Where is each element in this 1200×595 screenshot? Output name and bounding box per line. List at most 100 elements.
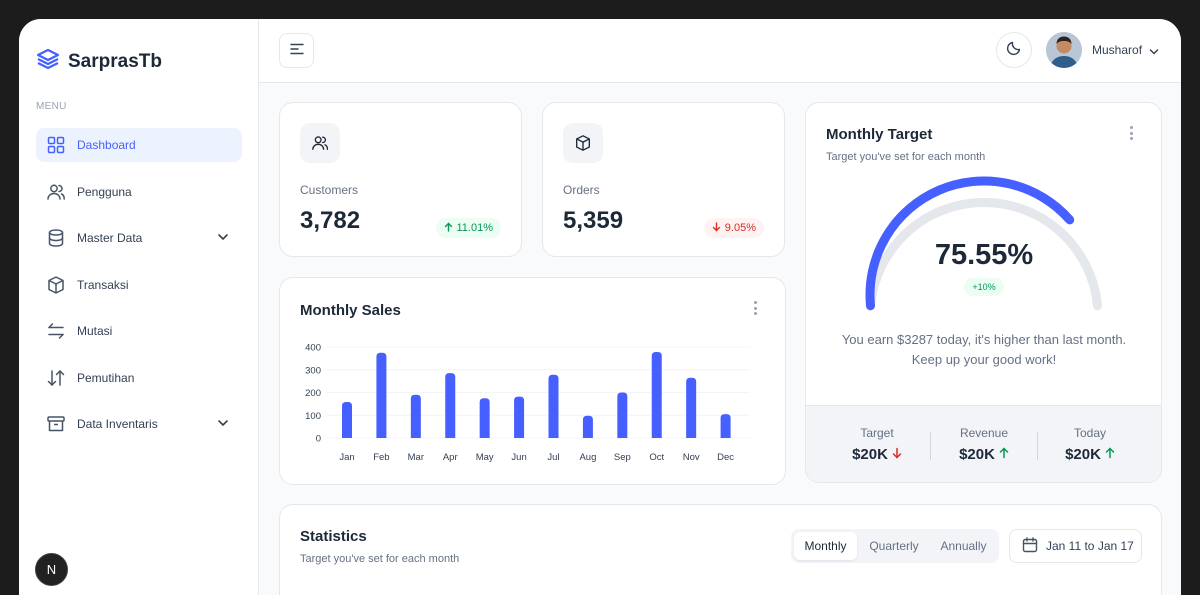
date-range-label: Jan 11 to Jan 17 — [1046, 539, 1134, 553]
sidebar-item-label: Pengguna — [77, 184, 132, 199]
sidebar-item-dashboard[interactable]: Dashboard — [36, 128, 242, 162]
summary-value: $20K — [827, 446, 927, 463]
bar[interactable] — [582, 415, 593, 438]
sidebar: SarprasTb MENU Dashboard Pengguna Master — [19, 19, 259, 595]
orders-label: Orders — [563, 183, 600, 197]
x-tick-label: Jan — [339, 452, 354, 463]
customers-change-badge: 11.01% — [435, 218, 501, 238]
summary-value-text: $20K — [1065, 446, 1101, 463]
arrow-down-icon — [892, 446, 902, 463]
brand-logo[interactable]: SarprasTb — [36, 47, 162, 76]
target-gauge — [865, 176, 1102, 311]
orders-change: 9.05% — [724, 222, 756, 234]
bar[interactable] — [720, 414, 731, 438]
x-tick-label: Sep — [614, 452, 631, 463]
sort-icon — [46, 368, 66, 388]
arrow-down-icon — [712, 221, 721, 235]
bar[interactable] — [617, 392, 628, 439]
bar[interactable] — [548, 374, 559, 438]
tab-annually[interactable]: Annually — [940, 539, 987, 553]
box-icon — [563, 123, 603, 163]
customers-change: 11.01% — [456, 222, 494, 234]
box-icon — [46, 275, 66, 295]
tab-quarterly[interactable]: Quarterly — [869, 539, 919, 553]
y-tick-label: 400 — [305, 343, 321, 354]
bar[interactable] — [479, 398, 490, 438]
target-message-line-1: You earn $3287 today, it's higher than l… — [841, 332, 1127, 347]
bar[interactable] — [651, 352, 662, 438]
x-tick-label: Apr — [443, 452, 458, 463]
theme-toggle-button[interactable] — [996, 32, 1032, 68]
orders-card: Orders 5,359 9.05% — [542, 102, 785, 257]
bar[interactable] — [686, 377, 697, 438]
sidebar-item-label: Pemutihan — [77, 370, 135, 385]
orders-value: 5,359 — [563, 207, 624, 234]
customers-value: 3,782 — [300, 207, 361, 234]
moon-icon — [1006, 40, 1022, 61]
x-tick-label: Oct — [649, 452, 664, 463]
bar[interactable] — [445, 373, 456, 438]
x-tick-label: May — [476, 452, 494, 463]
monthly-sales-card: Monthly Sales 0 100 200 300 400 Jan Feb Mar Apr M… — [279, 277, 786, 485]
summary-label: Today — [1073, 426, 1107, 440]
users-icon — [46, 182, 66, 202]
x-tick-label: Jun — [511, 452, 526, 463]
sidebar-item-pengguna[interactable]: Pengguna — [36, 175, 242, 209]
arrow-up-icon — [444, 222, 453, 235]
more-options-icon[interactable] — [754, 301, 758, 318]
y-tick-label: 300 — [305, 365, 321, 376]
bar[interactable] — [342, 402, 352, 438]
swap-icon — [46, 321, 66, 341]
target-message: You earn $3287 today, it's higher than l… — [826, 330, 1142, 370]
summary-today: Today $20K — [1040, 426, 1140, 463]
period-segmented-control: Monthly Quarterly Annually — [791, 529, 999, 563]
target-change-badge: +10% — [964, 278, 1004, 296]
summary-label: Revenue — [959, 426, 1009, 440]
sidebar-item-mutasi[interactable]: Mutasi — [36, 314, 242, 348]
customers-card: Customers 3,782 11.01% — [279, 102, 522, 257]
x-tick-label: Feb — [373, 452, 389, 463]
target-percent: 75.55% — [934, 239, 1034, 271]
sidebar-item-master-data[interactable]: Master Data — [36, 221, 242, 255]
x-tick-label: Nov — [683, 452, 700, 463]
chevron-down-icon — [216, 416, 230, 433]
x-tick-label: Jul — [547, 452, 559, 463]
summary-label: Target — [860, 426, 894, 440]
sidebar-item-transaksi[interactable]: Transaksi — [36, 268, 242, 302]
gauge-progress — [865, 176, 1075, 311]
archive-icon — [46, 414, 66, 434]
monthly-sales-chart: 0 100 200 300 400 Jan Feb Mar Apr May Jun Jul Aug Sep… — [305, 343, 750, 463]
n-badge[interactable]: N — [35, 553, 68, 586]
more-options-icon[interactable] — [1130, 126, 1134, 143]
chevron-down-icon — [216, 230, 230, 247]
menu-label: MENU — [36, 101, 67, 112]
users-icon — [300, 123, 340, 163]
sidebar-item-label: Transaksi — [77, 277, 129, 292]
sidebar-item-label: Master Data — [77, 231, 143, 245]
sidebar-item-label: Dashboard — [77, 138, 136, 152]
bar[interactable] — [514, 396, 525, 438]
user-name[interactable]: Musharof — [1092, 43, 1143, 57]
summary-revenue: Revenue $20K — [934, 426, 1034, 463]
divider — [930, 432, 931, 460]
summary-value: $20K — [934, 446, 1034, 463]
summary-value-text: $20K — [959, 446, 995, 463]
menu-toggle-button[interactable] — [279, 33, 314, 68]
statistics-title: Statistics — [300, 528, 367, 545]
bar[interactable] — [410, 394, 421, 438]
top-bar: Musharof — [259, 19, 1181, 83]
chevron-down-icon[interactable] — [1148, 45, 1160, 63]
sidebar-item-data-inventaris[interactable]: Data Inventaris — [36, 407, 242, 441]
arrow-up-icon — [1105, 446, 1115, 463]
calendar-icon — [1022, 536, 1038, 556]
summary-target: Target $20K — [827, 426, 927, 463]
target-summary: Target $20K Revenue $20K Today $20K — [806, 405, 1161, 482]
date-range-picker[interactable]: Jan 11 to Jan 17 — [1009, 529, 1142, 563]
database-icon — [46, 228, 66, 248]
grid-icon — [46, 135, 66, 155]
tab-monthly[interactable]: Monthly — [794, 532, 857, 560]
sidebar-item-pemutihan[interactable]: Pemutihan — [36, 361, 242, 395]
sidebar-nav: Dashboard Pengguna Master Data — [36, 128, 242, 454]
avatar[interactable] — [1046, 32, 1082, 68]
bar[interactable] — [376, 352, 387, 438]
